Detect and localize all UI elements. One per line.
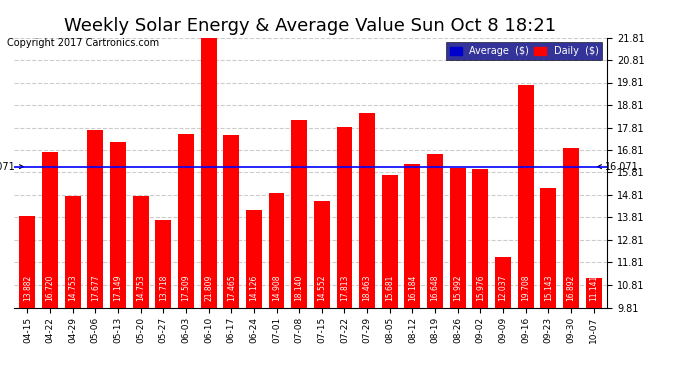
- Bar: [314, 201, 330, 308]
- Bar: [359, 113, 375, 308]
- Text: Copyright 2017 Cartronics.com: Copyright 2017 Cartronics.com: [7, 38, 159, 48]
- Bar: [201, 38, 217, 308]
- Bar: [88, 130, 103, 308]
- Text: 21.809: 21.809: [204, 274, 213, 301]
- Bar: [404, 164, 420, 308]
- Bar: [132, 196, 148, 308]
- Text: 16.648: 16.648: [431, 274, 440, 301]
- Text: 17.677: 17.677: [91, 274, 100, 301]
- Text: 15.976: 15.976: [476, 274, 485, 301]
- Text: 14.126: 14.126: [249, 274, 258, 301]
- Title: Weekly Solar Energy & Average Value Sun Oct 8 18:21: Weekly Solar Energy & Average Value Sun …: [64, 16, 557, 34]
- Text: 14.908: 14.908: [272, 274, 281, 301]
- Text: 13.882: 13.882: [23, 274, 32, 301]
- Bar: [65, 196, 81, 308]
- Bar: [178, 134, 194, 308]
- Text: 19.708: 19.708: [521, 274, 530, 301]
- Bar: [42, 152, 58, 308]
- Text: 18.463: 18.463: [363, 274, 372, 301]
- Bar: [540, 188, 556, 308]
- Text: 14.753: 14.753: [68, 274, 77, 301]
- Bar: [110, 142, 126, 308]
- Bar: [155, 220, 171, 308]
- Bar: [224, 135, 239, 308]
- Bar: [518, 85, 533, 308]
- Text: 11.141: 11.141: [589, 274, 598, 301]
- Text: 17.509: 17.509: [181, 274, 190, 301]
- Text: 17.813: 17.813: [340, 274, 349, 301]
- Bar: [337, 128, 353, 308]
- Bar: [19, 216, 35, 308]
- Text: 17.465: 17.465: [227, 274, 236, 301]
- Text: 15.143: 15.143: [544, 274, 553, 301]
- Text: 16.071: 16.071: [0, 162, 23, 172]
- Bar: [450, 168, 466, 308]
- Bar: [563, 148, 579, 308]
- Text: 16.720: 16.720: [46, 274, 55, 301]
- Text: 18.140: 18.140: [295, 274, 304, 301]
- Bar: [427, 154, 443, 308]
- Legend: Average  ($), Daily  ($): Average ($), Daily ($): [446, 42, 602, 60]
- Text: 13.718: 13.718: [159, 274, 168, 301]
- Bar: [495, 257, 511, 307]
- Text: 16.184: 16.184: [408, 274, 417, 301]
- Text: 14.552: 14.552: [317, 274, 326, 301]
- Text: 15.681: 15.681: [385, 274, 394, 301]
- Bar: [291, 120, 307, 308]
- Text: 16.892: 16.892: [566, 274, 575, 301]
- Text: 16.071: 16.071: [598, 162, 639, 172]
- Text: 12.037: 12.037: [498, 274, 508, 301]
- Text: 14.753: 14.753: [136, 274, 145, 301]
- Bar: [586, 278, 602, 308]
- Bar: [246, 210, 262, 308]
- Text: 17.149: 17.149: [113, 274, 123, 301]
- Bar: [473, 169, 489, 308]
- Bar: [382, 176, 397, 308]
- Bar: [268, 193, 284, 308]
- Text: 15.992: 15.992: [453, 274, 462, 301]
